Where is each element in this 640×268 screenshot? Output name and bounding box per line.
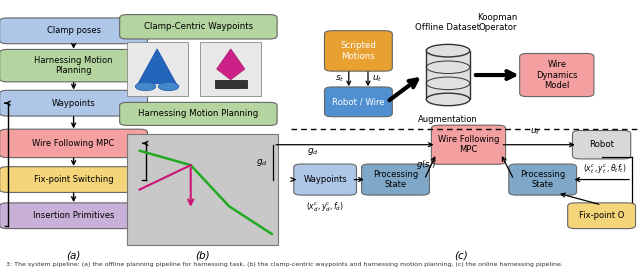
FancyBboxPatch shape — [0, 129, 147, 158]
FancyBboxPatch shape — [426, 51, 470, 99]
Text: Clamp poses: Clamp poses — [47, 26, 100, 35]
Text: Clamp-Centric Waypoints: Clamp-Centric Waypoints — [144, 22, 253, 31]
FancyBboxPatch shape — [120, 14, 277, 39]
Circle shape — [158, 82, 179, 91]
FancyBboxPatch shape — [324, 31, 392, 71]
Text: (c): (c) — [454, 251, 468, 261]
Text: Processing
State: Processing State — [373, 170, 418, 189]
Text: Insertion Primitives: Insertion Primitives — [33, 211, 115, 220]
Text: Augmentation: Augmentation — [418, 115, 478, 124]
Text: Scripted
Motions: Scripted Motions — [340, 41, 376, 61]
Circle shape — [136, 82, 156, 91]
Text: $u_t$: $u_t$ — [372, 74, 383, 84]
Text: Offline Dataset: Offline Dataset — [415, 23, 481, 32]
FancyBboxPatch shape — [520, 54, 594, 97]
Text: $g_d$: $g_d$ — [307, 146, 319, 157]
FancyBboxPatch shape — [214, 80, 246, 88]
FancyBboxPatch shape — [568, 203, 636, 229]
Text: Wire Following
MPC: Wire Following MPC — [438, 135, 499, 154]
Text: 3: The system pipeline: (a) the offline planning pipeline for harnessing task, (: 3: The system pipeline: (a) the offline … — [6, 262, 563, 267]
FancyBboxPatch shape — [324, 87, 392, 117]
Text: $s_t$: $s_t$ — [335, 74, 344, 84]
FancyBboxPatch shape — [0, 49, 147, 82]
Text: Robot: Robot — [589, 140, 614, 149]
FancyBboxPatch shape — [0, 90, 147, 116]
Text: $(x_d^c, y_d^c, f_d)$: $(x_d^c, y_d^c, f_d)$ — [306, 201, 344, 214]
Text: (a): (a) — [67, 251, 81, 261]
Text: Waypoints: Waypoints — [52, 99, 95, 108]
Text: Koopman
Operator: Koopman Operator — [477, 13, 518, 32]
FancyBboxPatch shape — [362, 164, 429, 195]
FancyBboxPatch shape — [120, 102, 277, 125]
Text: Fix-point Switching: Fix-point Switching — [34, 175, 113, 184]
FancyBboxPatch shape — [127, 42, 188, 96]
FancyBboxPatch shape — [0, 18, 147, 44]
Text: $g(s_t)$: $g(s_t)$ — [415, 158, 436, 171]
FancyBboxPatch shape — [509, 164, 577, 195]
Text: Fix-point O: Fix-point O — [579, 211, 624, 220]
FancyBboxPatch shape — [0, 203, 147, 229]
FancyBboxPatch shape — [431, 125, 506, 164]
Text: Harnessing Motion
Planning: Harnessing Motion Planning — [35, 56, 113, 75]
Text: $g_d$: $g_d$ — [257, 157, 268, 168]
FancyBboxPatch shape — [200, 42, 261, 96]
Polygon shape — [138, 49, 177, 84]
FancyBboxPatch shape — [0, 167, 147, 192]
Text: Robot / Wire: Robot / Wire — [332, 97, 385, 106]
FancyBboxPatch shape — [573, 131, 630, 159]
Text: $(x_t^c, y_t^c, \theta_t f_t)$: $(x_t^c, y_t^c, \theta_t f_t)$ — [584, 162, 627, 176]
Text: Wire Following MPC: Wire Following MPC — [33, 139, 115, 148]
Text: Wire
Dynamics
Model: Wire Dynamics Model — [536, 60, 577, 90]
Text: Harnessing Motion Planning: Harnessing Motion Planning — [138, 109, 259, 118]
Text: (b): (b) — [196, 251, 210, 261]
Ellipse shape — [426, 93, 470, 106]
Polygon shape — [216, 49, 245, 80]
Text: Waypoints: Waypoints — [303, 175, 347, 184]
FancyBboxPatch shape — [127, 134, 278, 245]
Text: $u_t$: $u_t$ — [530, 126, 540, 137]
Ellipse shape — [426, 44, 470, 57]
FancyBboxPatch shape — [294, 164, 356, 195]
Text: Processing
State: Processing State — [520, 170, 565, 189]
